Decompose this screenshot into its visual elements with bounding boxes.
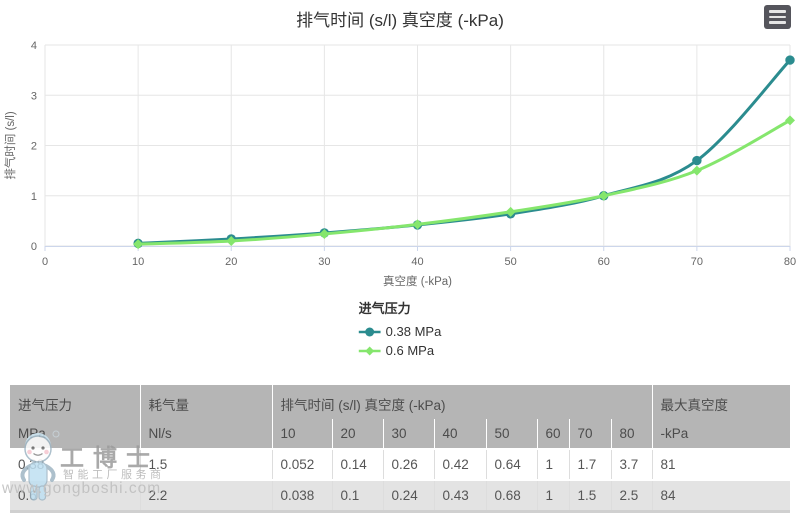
svg-text:1: 1 [31, 191, 37, 203]
data-point[interactable] [133, 239, 144, 250]
table-header-cell: 排气时间 (s/l) 真空度 (-kPa) [271, 385, 652, 419]
legend-item-label: 0.38 MPa [385, 324, 442, 339]
table-cell: 81 [651, 448, 790, 480]
table-cell: 3.7 [610, 448, 652, 480]
table-cell: 1 [536, 448, 569, 480]
table-row: 0.38 1.5 0.052 0.14 0.26 0.42 0.64 1 1.7 3.7 81 [10, 448, 790, 480]
table-cell: 0.038 [271, 479, 332, 512]
table-cell: 1.5 [139, 448, 272, 480]
table-header-cell: 40 [433, 419, 486, 449]
series-line-0.38-mpa [136, 58, 792, 245]
table-header-cell: 60 [536, 419, 569, 449]
table-header-cell: MPa [10, 419, 140, 449]
table-cell: 0.6 [10, 479, 140, 512]
legend: 进气压力 0.38 MPa 0.6 MPa [358, 298, 442, 360]
data-point[interactable] [505, 206, 516, 217]
chart: 排气时间 (s/l) 真空度 (-kPa) 0 1 2 3 4 0 10 20 30 40 50 60… [3, 5, 796, 360]
table-cell: 0.38 [10, 448, 140, 480]
table-cell: 0.42 [433, 448, 486, 480]
table-cell: 0.68 [485, 479, 537, 512]
table-cell: 0.14 [331, 448, 383, 480]
table-cell: 0.052 [271, 448, 332, 480]
table-cell: 84 [651, 479, 790, 512]
legend-items: 0.38 MPa 0.6 MPa [358, 322, 442, 360]
svg-text:2: 2 [31, 141, 37, 153]
svg-text:0: 0 [42, 256, 48, 268]
data-point[interactable] [785, 55, 795, 65]
table-cell: 0.43 [433, 479, 486, 512]
legend-item-0.6-mpa[interactable]: 0.6 MPa [358, 341, 442, 360]
table-header-cell: Nl/s [139, 419, 272, 449]
table-cell: 0.26 [382, 448, 434, 480]
svg-text:60: 60 [598, 256, 610, 268]
table-row: 0.6 2.2 0.038 0.1 0.24 0.43 0.68 1 1.5 2.5 84 [10, 479, 790, 512]
table-header-cell: 10 [271, 419, 332, 449]
svg-text:3: 3 [31, 90, 37, 102]
y-axis-title: 排气时间 (s/l) [3, 111, 17, 180]
data-point[interactable] [226, 235, 237, 246]
series-0.6-mpa [133, 115, 795, 250]
svg-text:80: 80 [784, 256, 796, 268]
svg-text:30: 30 [318, 256, 330, 268]
table-header-cell: -kPa [651, 419, 790, 449]
y-axis-labels: 0 1 2 3 4 [31, 40, 37, 253]
table-header-cell: 耗气量 [139, 385, 272, 419]
series-marker-icon [358, 346, 381, 355]
table-cell: 0.64 [485, 448, 537, 480]
table-cell: 2.5 [610, 479, 652, 512]
table-cell: 1 [536, 479, 569, 512]
chart-title: 排气时间 (s/l) 真空度 (-kPa) [296, 11, 504, 30]
data-point[interactable] [319, 228, 330, 239]
x-axis-labels: 0 10 20 30 40 50 60 70 80 [42, 256, 796, 268]
data-point[interactable] [598, 190, 609, 201]
table-header-cell: 70 [568, 419, 611, 449]
table-cell: 1.7 [568, 448, 611, 480]
table-header-cell: 50 [485, 419, 537, 449]
table-cell: 0.24 [382, 479, 434, 512]
table-cell: 0.1 [331, 479, 383, 512]
legend-title: 进气压力 [358, 301, 411, 316]
svg-text:10: 10 [132, 256, 144, 268]
data-point[interactable] [691, 165, 702, 176]
table-header-cell: 30 [382, 419, 434, 449]
export-menu-button[interactable] [764, 5, 791, 29]
series-marker-icon [358, 327, 381, 336]
legend-item-0.38-mpa[interactable]: 0.38 MPa [358, 322, 442, 341]
table-header-cell: 进气压力 [10, 385, 140, 419]
table-header-cell: 最大真空度 [651, 385, 790, 419]
table-header-row-units: MPa Nl/s 10 20 30 40 50 60 70 80 -kPa [10, 419, 790, 449]
svg-text:20: 20 [225, 256, 237, 268]
svg-text:0: 0 [31, 241, 37, 253]
table-cell: 1.5 [568, 479, 611, 512]
data-table: 进气压力 耗气量 排气时间 (s/l) 真空度 (-kPa) 最大真空度 MPa Nl/s… [10, 385, 790, 513]
table-cell: 2.2 [139, 479, 272, 512]
svg-text:70: 70 [691, 256, 703, 268]
data-point[interactable] [412, 219, 423, 230]
table-section: 进气压力 耗气量 排气时间 (s/l) 真空度 (-kPa) 最大真空度 MPa Nl/s… [10, 385, 790, 513]
data-point[interactable] [692, 155, 702, 166]
table-header-cell: 20 [331, 419, 383, 449]
svg-text:40: 40 [411, 256, 423, 268]
svg-text:50: 50 [505, 256, 517, 268]
table-header-cell: 80 [610, 419, 652, 449]
data-point[interactable] [785, 115, 795, 126]
x-axis-title: 真空度 (-kPa) [383, 274, 452, 288]
table-header-row-groups: 进气压力 耗气量 排气时间 (s/l) 真空度 (-kPa) 最大真空度 [10, 385, 790, 419]
svg-text:4: 4 [31, 40, 37, 52]
legend-item-label: 0.6 MPa [385, 343, 435, 358]
series-line-0.6-mpa [136, 118, 792, 246]
